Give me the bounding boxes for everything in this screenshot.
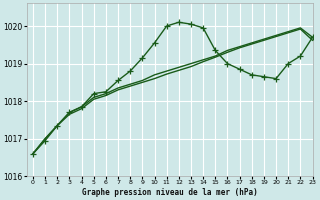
X-axis label: Graphe pression niveau de la mer (hPa): Graphe pression niveau de la mer (hPa) <box>82 188 258 197</box>
